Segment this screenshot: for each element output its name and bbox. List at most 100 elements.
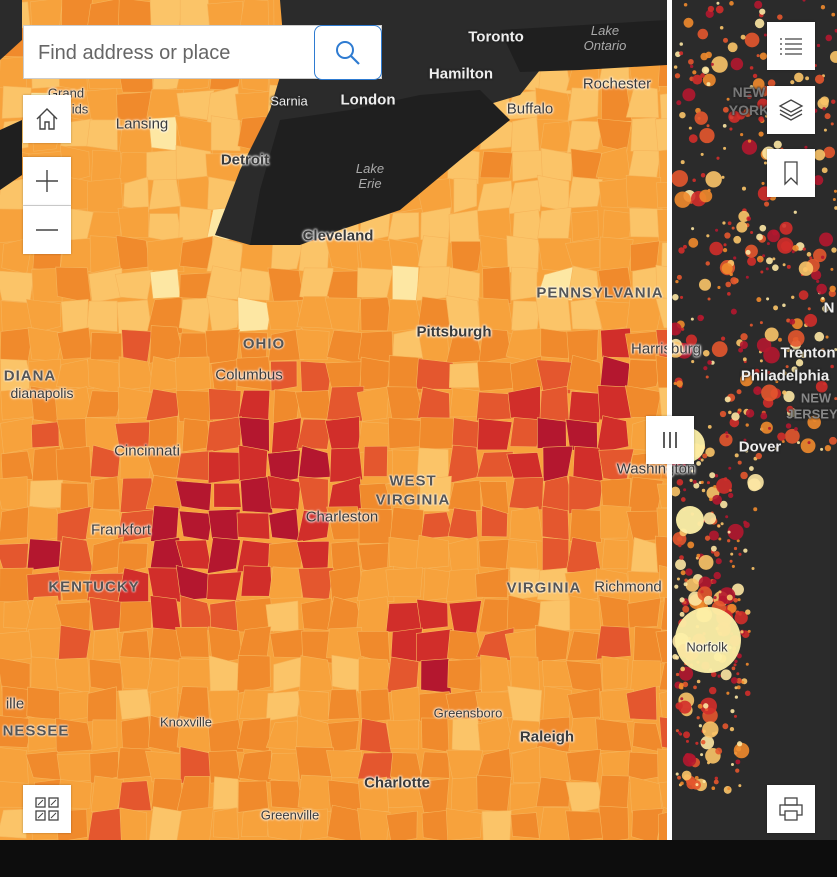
population-dot <box>779 221 793 235</box>
county-polygon <box>625 685 658 721</box>
population-dot <box>727 787 731 791</box>
county-polygon <box>118 601 152 633</box>
county-polygon <box>453 177 478 214</box>
county-polygon <box>477 418 513 451</box>
population-dot <box>673 65 678 69</box>
county-polygon <box>237 780 269 813</box>
population-dot <box>680 686 684 690</box>
population-dot <box>711 579 717 584</box>
county-polygon <box>55 358 95 389</box>
county-polygon <box>145 474 184 510</box>
county-polygon <box>356 596 392 634</box>
state-label-tennessee: NESSEE <box>2 722 70 740</box>
map-view[interactable]: Toronto Lake Ontario Hamilton Rochester … <box>0 0 837 840</box>
population-dot <box>730 677 738 684</box>
bookmarks-button[interactable] <box>767 149 815 197</box>
county-polygon <box>480 654 512 694</box>
county-polygon <box>659 93 667 123</box>
population-dot <box>802 247 806 251</box>
county-polygon <box>0 417 34 455</box>
county-polygon <box>596 415 630 454</box>
population-dot <box>816 283 827 295</box>
search-input[interactable] <box>24 26 332 80</box>
county-polygon <box>415 358 454 390</box>
county-polygon <box>297 567 334 600</box>
population-dot <box>682 753 697 767</box>
plus-icon <box>36 170 58 192</box>
population-dot <box>695 783 699 787</box>
population-dot <box>694 775 699 780</box>
county-polygon <box>535 776 571 808</box>
county-polygon <box>115 235 151 271</box>
population-dot <box>717 285 721 290</box>
search-button[interactable] <box>314 25 382 80</box>
printer-icon <box>779 797 803 821</box>
county-polygon <box>536 359 574 395</box>
county-polygon <box>0 476 28 512</box>
county-polygon <box>175 626 210 658</box>
county-polygon <box>655 630 667 663</box>
population-dot <box>811 269 822 281</box>
county-polygon <box>208 655 242 694</box>
population-dot <box>737 598 741 602</box>
grid-icon <box>35 797 59 821</box>
county-polygon <box>206 265 244 301</box>
county-polygon <box>446 267 480 302</box>
population-dot <box>715 747 723 755</box>
county-polygon <box>508 477 544 511</box>
population-dot <box>700 480 704 484</box>
county-polygon <box>296 510 331 543</box>
population-dot <box>683 731 691 739</box>
county-polygon <box>267 475 302 511</box>
county-polygon <box>356 267 394 298</box>
population-dot <box>715 5 724 14</box>
population-dot <box>697 703 703 709</box>
print-button[interactable] <box>767 785 815 833</box>
population-dot <box>759 52 768 60</box>
population-dot <box>834 348 837 352</box>
population-dot <box>744 690 751 697</box>
zoom-in-button[interactable] <box>23 157 71 205</box>
population-dot <box>680 781 684 786</box>
county-polygon <box>447 479 482 511</box>
population-dot <box>672 293 679 301</box>
population-dot <box>777 432 786 441</box>
swipe-handle[interactable] <box>646 416 694 464</box>
county-polygon <box>446 444 480 484</box>
layer-list-button[interactable] <box>767 86 815 134</box>
county-polygon <box>360 688 391 723</box>
zoom-out-button[interactable] <box>23 206 71 254</box>
population-dot <box>722 248 728 253</box>
population-dot <box>778 337 782 342</box>
home-button[interactable] <box>23 95 71 143</box>
population-dot <box>706 481 711 485</box>
population-dot <box>680 666 686 672</box>
population-dot <box>738 347 744 353</box>
population-dot <box>819 232 834 247</box>
county-polygon <box>571 210 599 243</box>
population-dot <box>754 368 760 375</box>
map-canvas[interactable] <box>0 0 837 840</box>
county-polygon <box>268 328 305 362</box>
population-dot <box>679 597 685 603</box>
population-dot <box>727 221 732 226</box>
legend-button[interactable] <box>767 22 815 70</box>
population-dot <box>740 630 744 634</box>
city-label-sarnia: Sarnia <box>270 93 308 109</box>
population-dot <box>740 471 748 480</box>
county-polygon <box>266 300 303 331</box>
home-icon <box>36 108 58 130</box>
population-dot <box>805 76 810 81</box>
county-polygon <box>510 116 540 154</box>
county-polygon <box>148 714 182 754</box>
county-polygon <box>240 476 274 514</box>
county-polygon <box>207 451 243 484</box>
city-label-washington: Washington <box>616 460 696 478</box>
list-icon <box>780 38 802 55</box>
county-polygon <box>356 386 390 422</box>
population-dot <box>705 447 715 458</box>
county-polygon <box>236 655 271 694</box>
population-dot <box>679 51 684 56</box>
basemap-toggle-button[interactable] <box>23 785 71 833</box>
population-dot <box>834 397 837 401</box>
